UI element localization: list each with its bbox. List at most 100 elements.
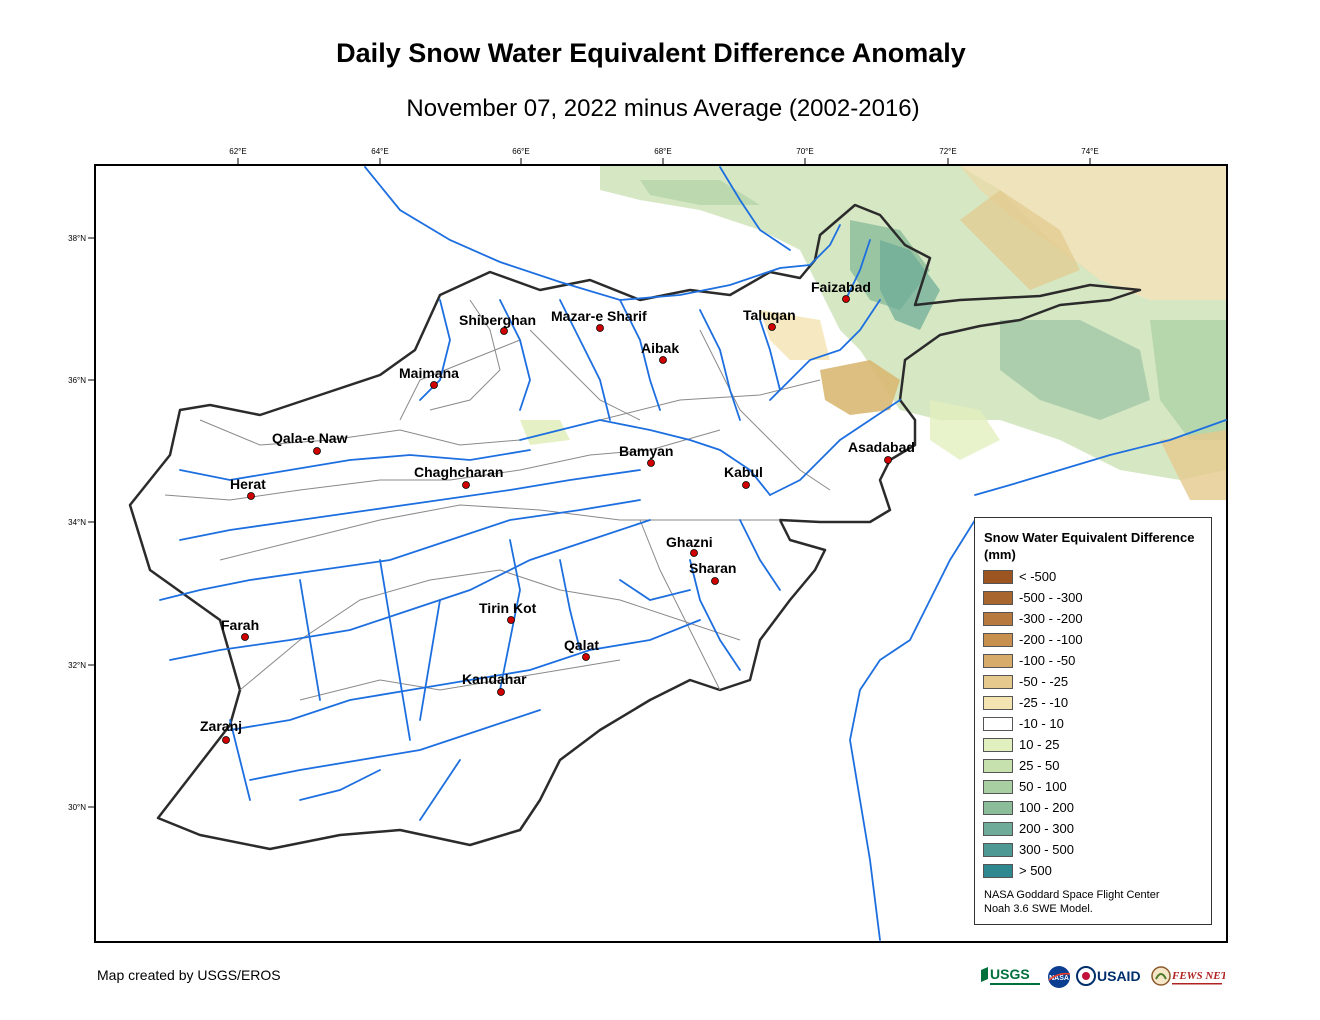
legend-source-line: NASA Goddard Space Flight Center xyxy=(984,889,1160,901)
lon-label: 62°E xyxy=(229,147,246,156)
city-marker xyxy=(462,481,470,489)
city-label: Taluqan xyxy=(743,307,796,323)
legend-swatch xyxy=(983,570,1013,584)
legend-label: 300 - 500 xyxy=(1019,842,1074,857)
graticule-ticks xyxy=(88,158,1091,808)
legend-swatch xyxy=(983,780,1013,794)
lon-label: 68°E xyxy=(654,147,671,156)
legend-swatch xyxy=(983,612,1013,626)
city-marker xyxy=(222,736,230,744)
lon-label: 70°E xyxy=(796,147,813,156)
city-marker xyxy=(711,577,719,585)
legend-label: 200 - 300 xyxy=(1019,821,1074,836)
legend-swatch xyxy=(983,738,1013,752)
legend-label: -300 - -200 xyxy=(1019,611,1083,626)
legend-swatch xyxy=(983,633,1013,647)
legend-label: -100 - -50 xyxy=(1019,653,1076,668)
city-label: Kandahar xyxy=(462,671,527,687)
lat-label: 36°N xyxy=(68,376,86,385)
partner-logos: USGS NASA USAID FEWS NET xyxy=(980,964,1229,990)
lon-label: 74°E xyxy=(1081,147,1098,156)
city-label: Bamyan xyxy=(619,443,673,459)
fews-net-logo-text: FEWS NET xyxy=(1171,970,1225,982)
city-marker xyxy=(842,295,850,303)
city-marker xyxy=(596,324,604,332)
map-title: Daily Snow Water Equivalent Difference A… xyxy=(336,38,966,68)
legend-swatch xyxy=(983,675,1013,689)
lat-label: 34°N xyxy=(68,518,86,527)
legend-swatch xyxy=(983,591,1013,605)
legend-swatch xyxy=(983,654,1013,668)
legend-label: -50 - -25 xyxy=(1019,674,1069,689)
usaid-logo-text: USAID xyxy=(1097,968,1141,984)
lat-label: 32°N xyxy=(68,661,86,670)
legend-label: -200 - -100 xyxy=(1019,632,1083,647)
latitude-labels: 38°N 36°N 34°N 32°N 30°N xyxy=(68,234,86,812)
usgs-logo-mark: USGS xyxy=(981,966,1040,985)
city-label: Zaranj xyxy=(200,718,242,734)
lon-label: 66°E xyxy=(512,147,529,156)
city-label: Chaghcharan xyxy=(414,464,503,480)
usgs-logo-text: USGS xyxy=(990,966,1030,982)
usgs-logo: USGS xyxy=(980,964,1042,990)
legend-label: 100 - 200 xyxy=(1019,800,1074,815)
legend-label: -10 - 10 xyxy=(1019,716,1064,731)
nasa-logo-mark: NASA xyxy=(1048,966,1071,988)
city-label: Ghazni xyxy=(666,534,713,550)
city-marker xyxy=(659,356,667,364)
legend-swatch xyxy=(983,822,1013,836)
lat-label: 30°N xyxy=(68,803,86,812)
city-label: Qala-e Naw xyxy=(272,430,348,446)
city-markers xyxy=(222,295,892,744)
city-marker xyxy=(241,633,249,641)
lon-label: 64°E xyxy=(371,147,388,156)
longitude-labels: 62°E 64°E 66°E 68°E 70°E 72°E 74°E xyxy=(229,147,1098,156)
legend-source-line: Noah 3.6 SWE Model. xyxy=(984,903,1093,915)
city-labels: Faizabad Shiberghan Mazar-e Sharif Taluq… xyxy=(200,279,915,734)
city-marker xyxy=(582,653,590,661)
city-marker xyxy=(497,688,505,696)
usaid-logo-mark: USAID xyxy=(1076,966,1141,986)
city-marker xyxy=(768,323,776,331)
nasa-logo-text: NASA xyxy=(1049,975,1069,982)
nasa-logo: NASA xyxy=(1046,964,1072,990)
city-marker xyxy=(690,549,698,557)
city-label: Aibak xyxy=(641,340,679,356)
rivers xyxy=(159,166,1227,941)
legend-label: < -500 xyxy=(1019,569,1057,584)
legend-label: -25 - -10 xyxy=(1019,695,1069,710)
city-label: Maimana xyxy=(399,365,459,381)
legend-swatch xyxy=(983,843,1013,857)
city-label: Qalat xyxy=(564,637,599,653)
city-marker xyxy=(500,327,508,335)
city-marker xyxy=(247,492,255,500)
map-credit: Map created by USGS/EROS xyxy=(97,967,281,983)
legend-swatch xyxy=(983,864,1013,878)
city-label: Sharan xyxy=(689,560,736,576)
legend-label: 10 - 25 xyxy=(1019,737,1060,752)
fews-net-logo: FEWS NET xyxy=(1150,964,1229,990)
legend-label: 25 - 50 xyxy=(1019,758,1060,773)
legend-swatch xyxy=(983,801,1013,815)
legend: Snow Water Equivalent Difference (mm) < … xyxy=(974,517,1212,925)
map-subtitle: November 07, 2022 minus Average (2002-20… xyxy=(406,95,920,122)
country-border xyxy=(128,203,1142,851)
city-label: Herat xyxy=(230,476,266,492)
usaid-logo: USAID xyxy=(1075,964,1147,990)
city-label: Tirin Kot xyxy=(479,600,537,616)
city-marker xyxy=(507,616,515,624)
lat-label: 38°N xyxy=(68,234,86,243)
legend-source: NASA Goddard Space Flight Center Noah 3.… xyxy=(984,888,1159,916)
city-marker xyxy=(742,481,750,489)
legend-label: 50 - 100 xyxy=(1019,779,1067,794)
basin-boundaries xyxy=(164,299,831,701)
city-marker xyxy=(313,447,321,455)
city-label: Kabul xyxy=(724,464,763,480)
fews-net-logo-mark: FEWS NET xyxy=(1151,966,1229,986)
legend-swatch xyxy=(983,696,1013,710)
city-marker xyxy=(884,456,892,464)
legend-title: Snow Water Equivalent Difference (mm) xyxy=(984,530,1195,562)
city-label: Asadabad xyxy=(848,439,915,455)
legend-swatch xyxy=(983,717,1013,731)
lon-label: 72°E xyxy=(939,147,956,156)
